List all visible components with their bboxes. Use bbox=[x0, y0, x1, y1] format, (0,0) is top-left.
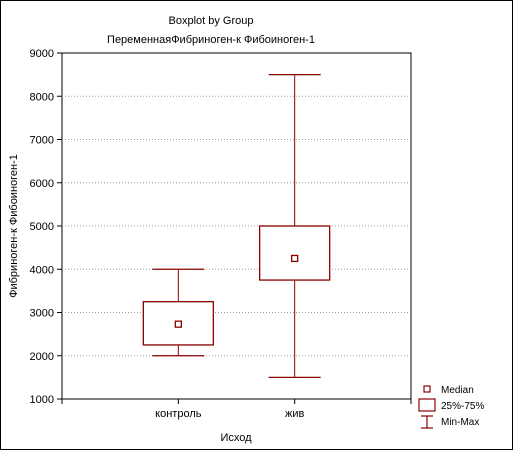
y-tick-label: 6000 bbox=[30, 178, 54, 190]
y-tick-label: 2000 bbox=[30, 351, 54, 363]
box-1 bbox=[142, 268, 214, 357]
iqr-box bbox=[259, 225, 331, 281]
chart-subtitle: ПеременнаяФибриноген-к Фибоиноген-1 bbox=[107, 34, 315, 46]
legend-label-whisker: Min-Max bbox=[441, 417, 479, 428]
boxes-group bbox=[142, 73, 331, 379]
box-icon bbox=[418, 398, 436, 412]
y-tick-label: 1000 bbox=[30, 394, 54, 406]
x-tick-label: контроль bbox=[155, 408, 202, 420]
y-tick-label: 3000 bbox=[30, 308, 54, 320]
legend: Median 25%-75% Min-Max bbox=[418, 385, 484, 429]
median-marker bbox=[291, 254, 299, 263]
y-tick-label: 9000 bbox=[30, 48, 54, 60]
median-marker bbox=[174, 320, 182, 328]
legend-label-median: Median bbox=[441, 385, 474, 396]
chart-title: Boxplot by Group bbox=[169, 15, 254, 27]
legend-label-box: 25%-75% bbox=[441, 401, 484, 412]
whisker-icon bbox=[421, 415, 433, 429]
grid-lines bbox=[62, 95, 411, 357]
box-2 bbox=[259, 73, 331, 379]
median-marker-icon bbox=[423, 385, 431, 393]
x-axis-label: Исход bbox=[220, 432, 252, 444]
y-tick-label: 4000 bbox=[30, 264, 54, 276]
y-tick-label: 7000 bbox=[30, 135, 54, 147]
y-axis-label: Фибриноген-к Фибоиноген-1 bbox=[8, 154, 20, 298]
x-tick-label: жив bbox=[285, 408, 305, 420]
y-axis-ticks: 1000 2000 3000 4000 5000 6000 7000 8000 9000 bbox=[30, 48, 62, 406]
x-axis-ticks: контроль жив bbox=[61, 399, 412, 420]
y-tick-label: 5000 bbox=[30, 221, 54, 233]
y-tick-label: 8000 bbox=[30, 91, 54, 103]
